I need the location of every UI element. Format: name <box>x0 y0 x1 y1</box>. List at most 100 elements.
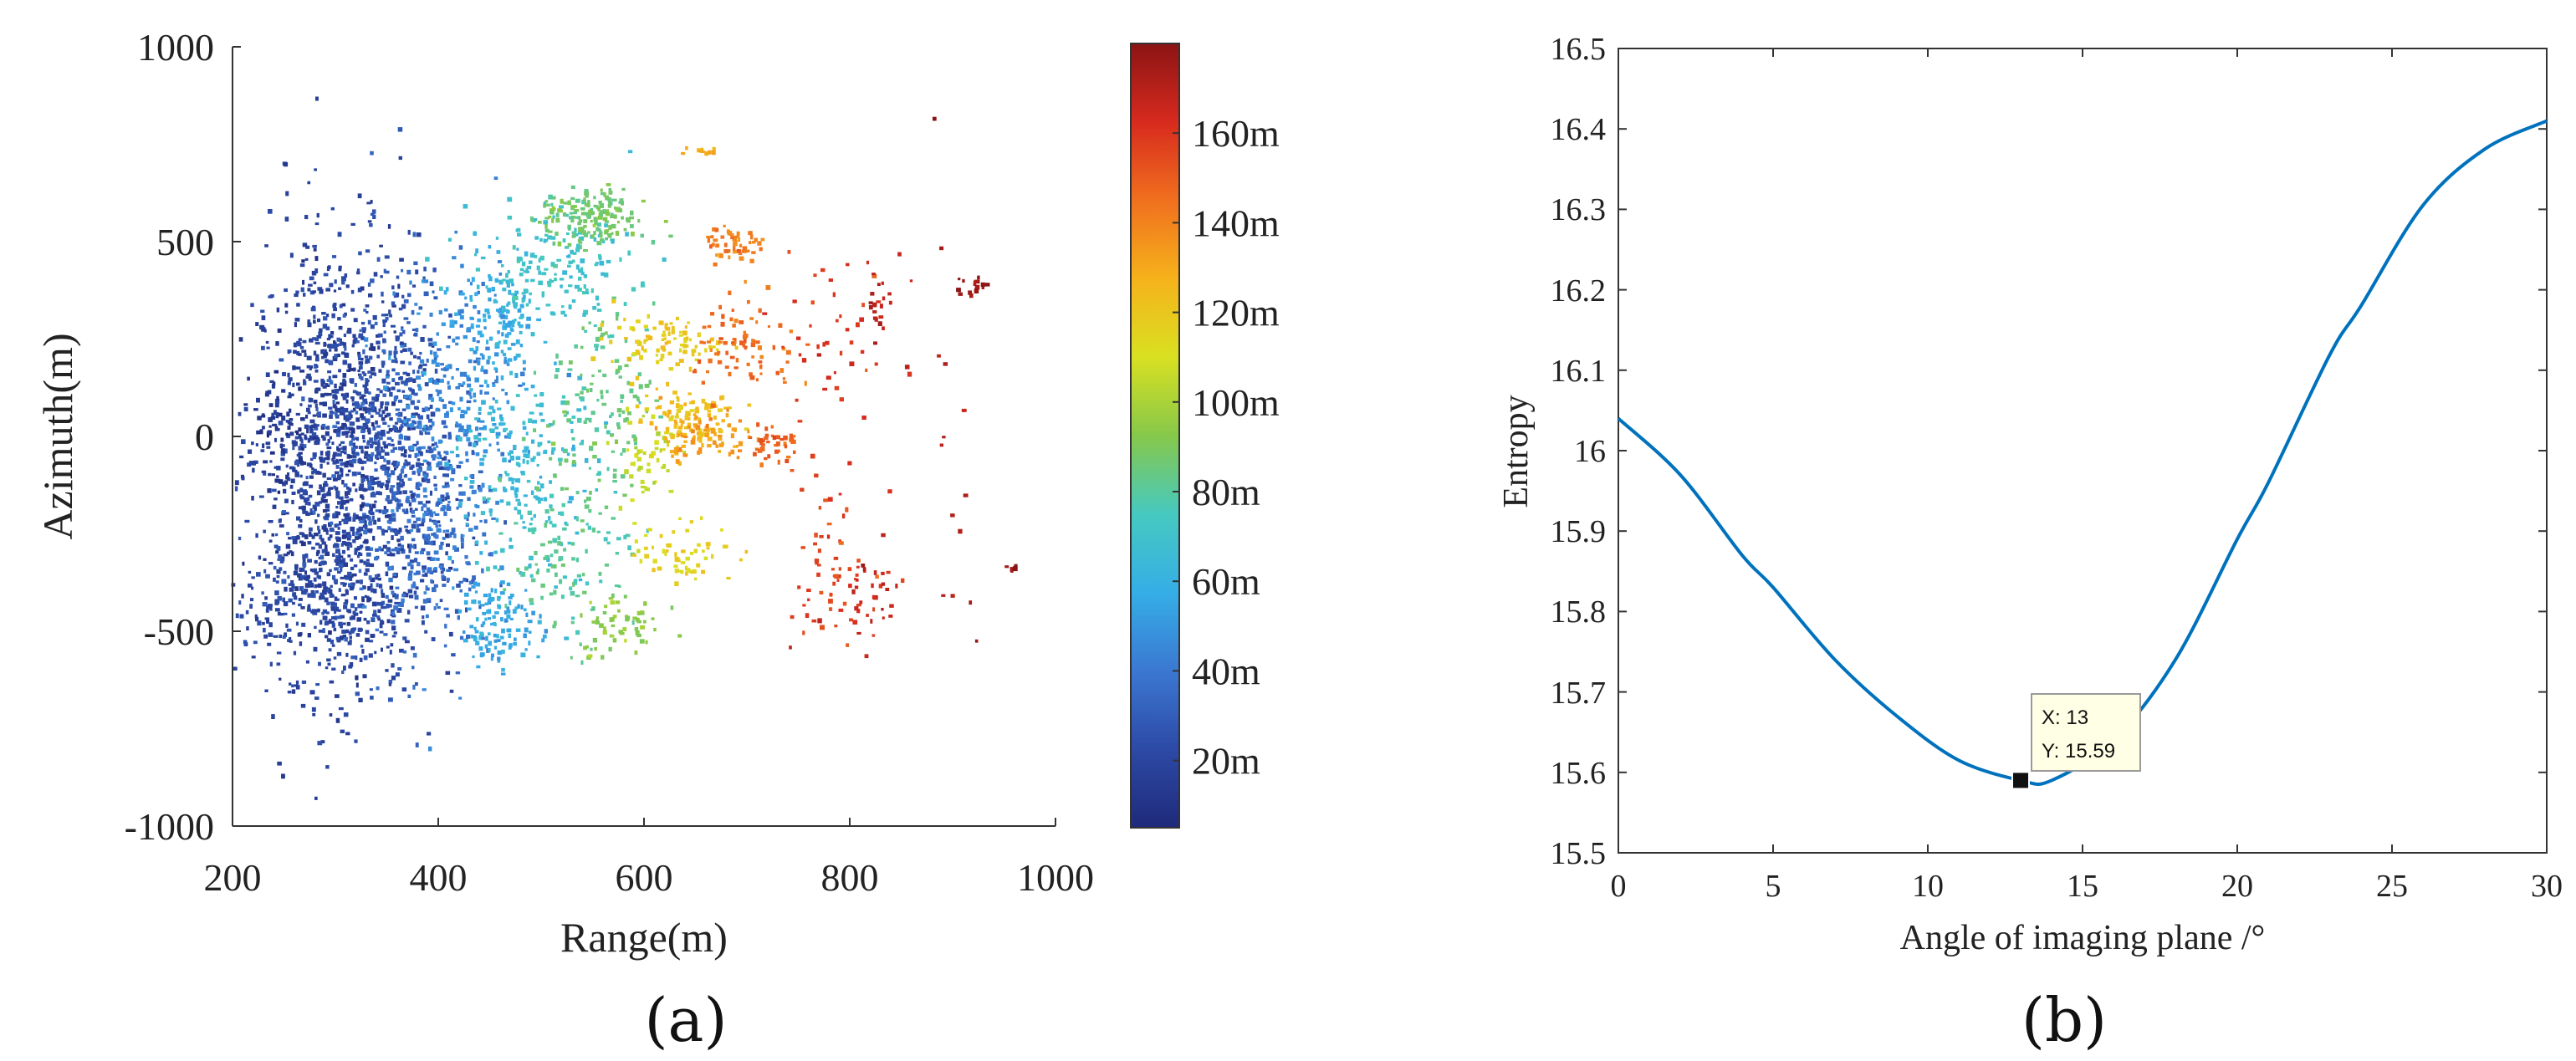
scatter-point <box>399 426 403 431</box>
scatter-point <box>693 413 697 416</box>
scatter-point <box>345 629 350 634</box>
scatter-point <box>372 426 376 431</box>
scatter-point <box>549 480 553 484</box>
scatter-point <box>665 326 671 331</box>
scatter-point <box>536 265 540 271</box>
colorbar-label-120m: 120m <box>1192 292 1280 334</box>
scatter-point <box>419 550 424 554</box>
scatter-point <box>364 524 368 530</box>
scatter-point <box>506 283 510 288</box>
scatter-point <box>435 389 438 392</box>
scatter-point <box>286 532 289 536</box>
scatter-point <box>374 372 377 376</box>
scatter-point <box>552 241 556 246</box>
scatter-point <box>575 216 580 219</box>
scatter-point <box>326 379 332 382</box>
scatter-point <box>485 285 488 289</box>
scatter-point <box>875 574 879 579</box>
scatter-point <box>644 384 650 388</box>
scatter-point <box>358 365 363 370</box>
scatter-point <box>322 385 327 389</box>
scatter-point <box>729 355 735 360</box>
scatter-point <box>670 434 675 440</box>
scatter-point <box>798 353 802 357</box>
scatter-point <box>759 446 765 451</box>
scatter-point <box>368 293 373 298</box>
scatter-point <box>362 513 366 518</box>
scatter-point <box>304 481 309 486</box>
scatter-point <box>278 421 284 426</box>
scatter-point <box>273 578 276 582</box>
scatter-point <box>419 482 422 487</box>
scatter-point <box>425 431 431 435</box>
scatter-point <box>279 634 282 639</box>
scatter-point <box>497 260 503 263</box>
scatter-point <box>453 568 459 572</box>
scatter-point <box>417 523 422 527</box>
scatter-point <box>660 345 666 350</box>
scatter-point <box>313 380 319 383</box>
scatter-point <box>707 444 712 448</box>
scatter-point <box>316 609 320 613</box>
scatter-point <box>595 616 600 620</box>
scatter-point <box>758 308 762 314</box>
scatter-point <box>744 549 749 554</box>
scatter-point <box>299 263 305 268</box>
datatip[interactable]: X: 13 Y: 15.59 <box>2011 693 2141 790</box>
scatter-point <box>326 611 330 615</box>
scatter-point <box>299 451 303 455</box>
scatter-point <box>623 318 626 322</box>
scatter-point <box>365 344 368 348</box>
scatter-point <box>446 411 449 416</box>
scatter-point <box>263 569 267 574</box>
scatter-point <box>540 595 544 600</box>
scatter-point <box>349 441 353 446</box>
scatter-point <box>557 241 562 247</box>
scatter-point <box>463 578 467 582</box>
scatter-point <box>261 414 266 418</box>
scatter-point <box>691 349 697 353</box>
scatter-point <box>514 606 518 610</box>
scatter-point <box>657 405 662 410</box>
scatter-point <box>374 482 378 485</box>
scatter-point <box>807 598 810 602</box>
scatter-point <box>715 340 721 345</box>
scatter-point <box>403 462 409 467</box>
scatter-point <box>273 544 279 548</box>
scatter-point <box>515 353 521 358</box>
scatter-point <box>338 287 342 290</box>
scatter-point <box>282 597 285 603</box>
scatter-point <box>313 400 318 404</box>
scatter-point <box>393 396 397 402</box>
scatter-point <box>446 484 450 488</box>
scatter-point <box>306 407 310 412</box>
scatter-point <box>567 264 571 268</box>
scatter-point <box>665 426 670 432</box>
scatter-point <box>495 431 501 436</box>
scatter-point <box>457 609 463 614</box>
scatter-point <box>618 375 622 379</box>
scatter-point <box>877 283 881 286</box>
scatter-point <box>422 688 427 691</box>
scatter-point <box>403 436 408 441</box>
scatter-point <box>600 390 604 395</box>
scatter-point <box>417 562 420 566</box>
scatter-point <box>370 634 376 638</box>
scatter-point <box>655 406 658 410</box>
scatter-point <box>440 399 444 402</box>
scatter-point <box>436 558 440 561</box>
scatter-point <box>330 344 336 349</box>
scatter-point <box>358 533 363 537</box>
scatter-point <box>385 497 388 502</box>
scatter-point <box>335 465 340 469</box>
scatter-point <box>289 637 292 640</box>
scatter-point <box>547 235 552 240</box>
scatter-point <box>438 309 442 315</box>
scatter-point <box>505 619 509 623</box>
scatter-point <box>629 474 634 479</box>
scatter-chart-a: 200 400 600 800 1000 -1000 -500 0 500 10… <box>34 26 1280 1055</box>
scatter-point <box>743 330 747 334</box>
scatter-point <box>530 332 535 337</box>
scatter-point <box>594 427 600 432</box>
scatter-point <box>334 559 340 563</box>
